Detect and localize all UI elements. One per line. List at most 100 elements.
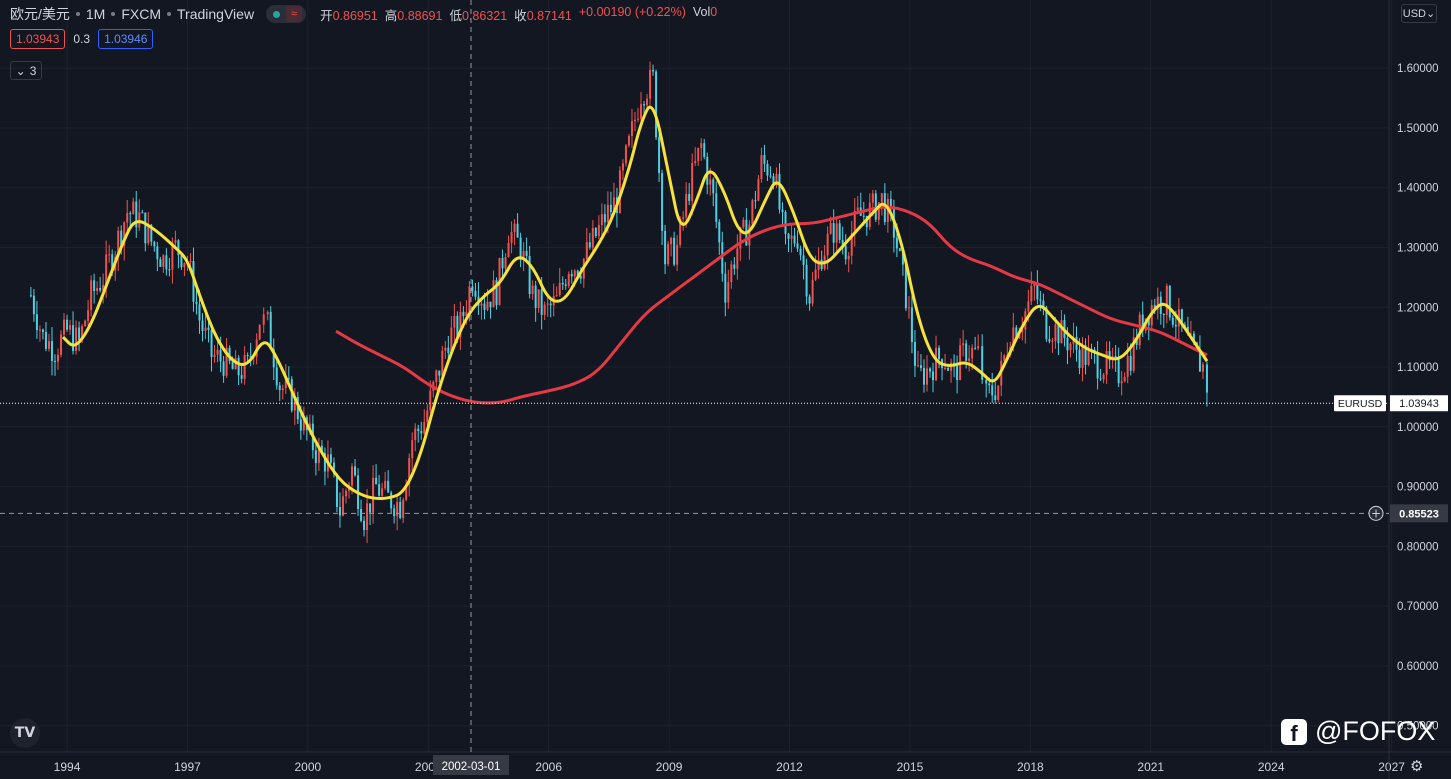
candle-body (646, 98, 649, 106)
x-tick-label: 2009 (656, 760, 683, 774)
candle-body (1048, 339, 1051, 342)
y-tick-label: 1.50000 (1397, 123, 1439, 135)
ohlc-key: Vol (692, 4, 711, 19)
candle-body (919, 365, 922, 369)
candle-body (1084, 345, 1087, 365)
candle-body (1192, 333, 1195, 343)
candle-body (832, 223, 835, 243)
candle-body (895, 237, 898, 249)
separator-dot (75, 12, 80, 16)
candle-body (558, 282, 561, 296)
candle-body (126, 213, 129, 223)
candle-body (856, 207, 859, 211)
candle-body (603, 214, 606, 223)
candle-body (384, 480, 387, 489)
candle-body (1096, 353, 1099, 379)
candle-body (600, 214, 603, 226)
candle-body (117, 230, 120, 257)
candle-body (162, 255, 165, 267)
candle-body (32, 295, 35, 315)
candle-body (667, 244, 670, 265)
moving-averages (61, 105, 1209, 500)
candle-body (633, 119, 636, 122)
candle-body (817, 259, 820, 270)
candle-body (904, 264, 907, 309)
indicators-toggle-button[interactable]: ⌄ 3 (10, 61, 42, 80)
crosshair-date-label: 2002-03-01 (442, 761, 501, 773)
candle-body (579, 276, 582, 279)
currency-selector[interactable]: USD ⌄ (1401, 4, 1437, 23)
candle-body (177, 240, 180, 256)
candle-body (1117, 357, 1120, 384)
candle-body (420, 430, 423, 434)
candle-body (1205, 364, 1208, 393)
candle-body (323, 453, 326, 472)
y-tick-label: 0.60000 (1397, 661, 1439, 673)
candle-body (183, 262, 186, 268)
candle-body (426, 410, 429, 423)
tradingview-logo-icon[interactable]: TV (10, 718, 40, 748)
separator-dot (167, 12, 172, 16)
candle-body (63, 319, 66, 335)
ohlc-item: +0.00190 (+0.22%) (579, 5, 686, 24)
candle-body (471, 286, 474, 291)
ohlc-key: 低 (449, 8, 462, 23)
candle-body (621, 163, 624, 171)
candle-body (231, 361, 234, 370)
market-status-pill[interactable]: ≈ (266, 5, 307, 23)
candle-body (453, 315, 456, 328)
candle-body (262, 314, 265, 325)
ohlc-value: 0.86321 (461, 8, 508, 23)
candle-body (423, 422, 426, 434)
candle-body (682, 217, 685, 219)
candle-body (243, 355, 246, 379)
candle-body (700, 143, 703, 148)
candle-body (685, 193, 688, 218)
candle-body (916, 365, 919, 367)
buy-price-button[interactable]: 1.03946 (98, 29, 154, 49)
candle-body (329, 454, 332, 463)
candle-body (522, 250, 525, 260)
candle-body (363, 520, 366, 531)
interval-label[interactable]: 1M (85, 6, 106, 22)
ohlc-item: 低0.86321 (449, 5, 507, 24)
candle-body (504, 257, 507, 269)
candle-body (612, 197, 615, 213)
y-tick-label: 0.70000 (1397, 601, 1439, 613)
y-tick-label: 0.80000 (1397, 541, 1439, 553)
candle-body (718, 221, 721, 243)
symbol-name[interactable]: 欧元/美元 (10, 6, 70, 22)
candle-body (435, 370, 438, 382)
candle-body (630, 121, 633, 136)
candle-body (1174, 324, 1177, 327)
candle-body (1081, 345, 1084, 369)
ohlc-value: 0.87141 (526, 8, 572, 23)
candle-body (991, 385, 994, 396)
sell-price-button[interactable]: 1.03943 (10, 29, 66, 49)
candle-body (450, 327, 453, 354)
candle-body (712, 179, 715, 194)
candle-body (748, 224, 751, 246)
candle-body (561, 282, 564, 285)
candle-body (1087, 348, 1090, 365)
candle-body (489, 301, 492, 308)
candle-body (932, 371, 935, 381)
candle-body (102, 284, 105, 291)
candle-body (706, 157, 709, 185)
candle-body (1054, 324, 1057, 342)
candle-body (47, 341, 50, 349)
candle-body (35, 314, 38, 331)
crosshair-price-label: 0.85523 (1399, 508, 1439, 520)
candle-body (1069, 343, 1072, 351)
x-tick-label: 2015 (897, 760, 924, 774)
candle-body (108, 254, 111, 256)
candle-body (56, 354, 59, 362)
candle-body (405, 484, 408, 500)
candle-body (793, 235, 796, 244)
candle-body (396, 501, 399, 517)
candle-body (585, 242, 588, 260)
candle-body (985, 379, 988, 384)
gear-icon[interactable]: ⚙ (1410, 758, 1424, 775)
candle-body (284, 378, 287, 389)
